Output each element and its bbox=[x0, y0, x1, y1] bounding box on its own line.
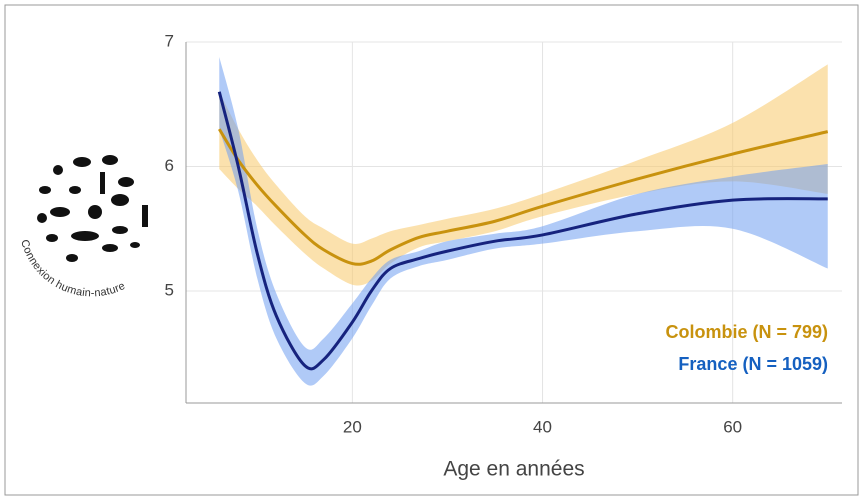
x-tick-label: 40 bbox=[533, 417, 552, 436]
y-tick-label: 5 bbox=[165, 280, 174, 299]
y-tick-label: 7 bbox=[165, 31, 174, 50]
legend-label: France (N = 1059) bbox=[678, 354, 828, 374]
x-tick-label: 60 bbox=[723, 417, 742, 436]
legend-label: Colombie (N = 799) bbox=[665, 322, 828, 342]
x-tick-label: 20 bbox=[343, 417, 362, 436]
chart: Connexion humain-nature 567204060Colombi… bbox=[0, 0, 864, 500]
y-tick-label: 6 bbox=[165, 156, 174, 175]
x-axis-label: Age en années bbox=[443, 458, 584, 481]
